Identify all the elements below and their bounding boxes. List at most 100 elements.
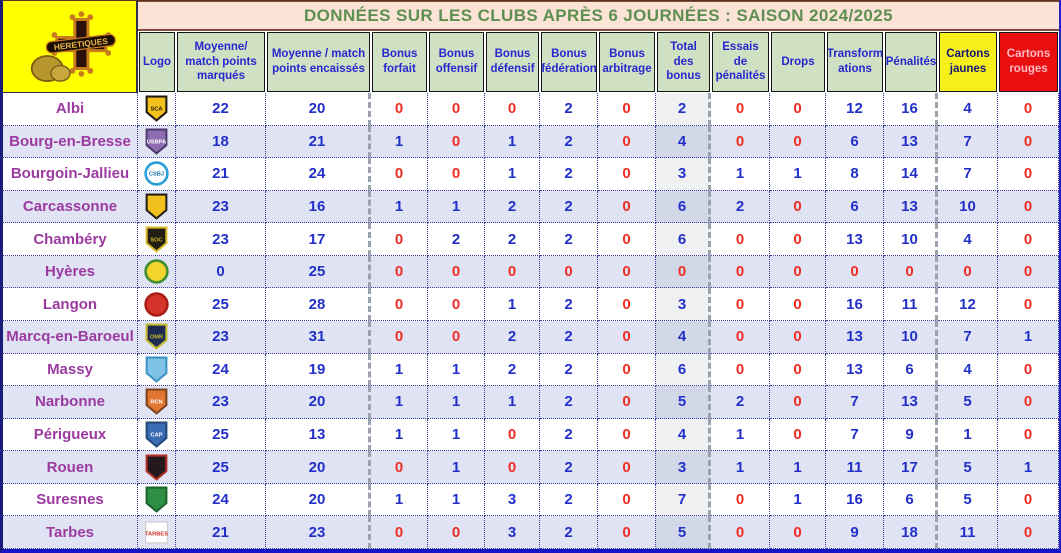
cell-cartons-jaunes: 7 bbox=[938, 125, 998, 159]
cell-bonus-offensif: 0 bbox=[428, 255, 485, 289]
cell-bonus-forfait: 1 bbox=[371, 353, 428, 387]
svg-text:CSBJ: CSBJ bbox=[149, 172, 164, 178]
cell-bonus-arbitrage: 0 bbox=[598, 386, 656, 419]
cell-bonus-defensif: 2 bbox=[485, 223, 540, 256]
cell-cartons-rouges: 0 bbox=[998, 125, 1059, 159]
club-crest-icon: RCN bbox=[145, 388, 168, 416]
club-crest-icon: USBPA bbox=[145, 128, 168, 155]
club-name: Bourg-en-Bresse bbox=[3, 125, 138, 159]
cell-cartons-rouges: 0 bbox=[998, 158, 1059, 191]
club-crest-icon: SOC bbox=[145, 226, 168, 253]
cell-cartons-jaunes: 0 bbox=[938, 255, 998, 289]
cell-essais-de-penalites: 0 bbox=[711, 93, 770, 126]
cell-bonus-arbitrage: 0 bbox=[598, 190, 656, 224]
cell-penalites: 13 bbox=[884, 386, 938, 419]
svg-text:OMR: OMR bbox=[150, 335, 163, 341]
cell-transformations: 8 bbox=[826, 158, 884, 191]
cell-bonus-federation: 2 bbox=[540, 93, 598, 126]
cell-bonus-forfait: 0 bbox=[371, 158, 428, 191]
cell-penalites: 0 bbox=[884, 255, 938, 289]
cell-bonus-federation: 0 bbox=[540, 255, 598, 289]
cell-cartons-rouges: 1 bbox=[998, 321, 1059, 354]
cell-bonus-defensif: 0 bbox=[485, 451, 540, 484]
cell-bonus-defensif: 0 bbox=[485, 418, 540, 452]
cell-drops: 0 bbox=[770, 125, 826, 159]
cell-transformations: 12 bbox=[826, 93, 884, 126]
cell-total-des-bonus: 3 bbox=[656, 288, 711, 321]
occitan-cross-icon: HERETIQUES bbox=[30, 10, 116, 82]
cell-bonus-defensif: 3 bbox=[485, 516, 540, 549]
cell-cartons-rouges: 0 bbox=[998, 516, 1059, 549]
cell-bonus-forfait: 0 bbox=[371, 321, 428, 354]
club-crest-icon bbox=[145, 486, 168, 513]
cell-cartons-rouges: 0 bbox=[998, 288, 1059, 321]
cell-bonus-federation: 2 bbox=[540, 353, 598, 387]
cell-essais-de-penalites: 0 bbox=[711, 516, 770, 549]
cell-drops: 0 bbox=[770, 418, 826, 452]
cell-bonus-forfait: 0 bbox=[371, 93, 428, 126]
cell-bonus-defensif: 2 bbox=[485, 190, 540, 224]
cell-bonus-offensif: 1 bbox=[428, 483, 485, 517]
club-crest-icon bbox=[145, 454, 168, 481]
cell-bonus-forfait: 0 bbox=[371, 516, 428, 549]
club-logo-cell: CSBJ bbox=[138, 158, 176, 191]
club-name: Langon bbox=[3, 288, 138, 321]
cell-bonus-federation: 2 bbox=[540, 451, 598, 484]
cell-essais-de-penalites: 1 bbox=[711, 418, 770, 452]
cell-cartons-rouges: 0 bbox=[998, 255, 1059, 289]
cell-bonus-federation: 2 bbox=[540, 223, 598, 256]
cell-bonus-defensif: 2 bbox=[485, 321, 540, 354]
cell-bonus-offensif: 1 bbox=[428, 353, 485, 387]
cell-bonus-defensif: 1 bbox=[485, 125, 540, 159]
cell-transformations: 13 bbox=[826, 321, 884, 354]
cell-penalites: 13 bbox=[884, 125, 938, 159]
club-crest-icon bbox=[144, 259, 169, 284]
cell-moyenne-points-encaisses: 20 bbox=[266, 451, 371, 484]
svg-text:SCA: SCA bbox=[150, 107, 162, 113]
cell-essais-de-penalites: 0 bbox=[711, 321, 770, 354]
cell-bonus-arbitrage: 0 bbox=[598, 353, 656, 387]
heretiques-logo-block: HERETIQUES bbox=[3, 1, 138, 93]
cell-penalites: 13 bbox=[884, 190, 938, 224]
cell-moyenne-points-encaisses: 31 bbox=[266, 321, 371, 354]
cell-transformations: 6 bbox=[826, 125, 884, 159]
club-name: Albi bbox=[3, 93, 138, 126]
cell-bonus-defensif: 2 bbox=[485, 353, 540, 387]
club-logo-cell bbox=[138, 353, 176, 387]
cell-penalites: 18 bbox=[884, 516, 938, 549]
cell-transformations: 7 bbox=[826, 386, 884, 419]
cell-bonus-federation: 2 bbox=[540, 418, 598, 452]
cell-total-des-bonus: 3 bbox=[656, 451, 711, 484]
cell-moyenne-points-marques: 24 bbox=[176, 483, 266, 517]
cell-penalites: 14 bbox=[884, 158, 938, 191]
cell-moyenne-points-encaisses: 21 bbox=[266, 125, 371, 159]
cell-bonus-offensif: 0 bbox=[428, 125, 485, 159]
cell-moyenne-points-marques: 23 bbox=[176, 190, 266, 224]
cell-drops: 0 bbox=[770, 190, 826, 224]
cell-bonus-arbitrage: 0 bbox=[598, 223, 656, 256]
column-header-moyenne-points-encaisses: Moyenne / match points encaissés bbox=[267, 32, 370, 92]
club-name: Narbonne bbox=[3, 386, 138, 419]
club-logo-cell: OMR bbox=[138, 321, 176, 354]
cell-moyenne-points-marques: 25 bbox=[176, 418, 266, 452]
cell-bonus-offensif: 0 bbox=[428, 93, 485, 126]
cell-bonus-defensif: 1 bbox=[485, 386, 540, 419]
club-crest-icon bbox=[144, 292, 169, 317]
cell-bonus-forfait: 0 bbox=[371, 255, 428, 289]
cell-bonus-arbitrage: 0 bbox=[598, 255, 656, 289]
cell-drops: 0 bbox=[770, 93, 826, 126]
cell-bonus-arbitrage: 0 bbox=[598, 158, 656, 191]
cell-bonus-forfait: 1 bbox=[371, 418, 428, 452]
club-crest-icon bbox=[145, 356, 168, 383]
club-crest-icon: SCA bbox=[145, 95, 168, 123]
cell-bonus-offensif: 0 bbox=[428, 516, 485, 549]
cell-bonus-arbitrage: 0 bbox=[598, 516, 656, 549]
cell-cartons-jaunes: 7 bbox=[938, 321, 998, 354]
cell-cartons-jaunes: 5 bbox=[938, 451, 998, 484]
cell-moyenne-points-marques: 23 bbox=[176, 386, 266, 419]
cell-moyenne-points-encaisses: 20 bbox=[266, 386, 371, 419]
cell-moyenne-points-marques: 22 bbox=[176, 93, 266, 126]
club-name: Carcassonne bbox=[3, 190, 138, 224]
cell-transformations: 16 bbox=[826, 483, 884, 517]
cell-cartons-jaunes: 4 bbox=[938, 353, 998, 387]
